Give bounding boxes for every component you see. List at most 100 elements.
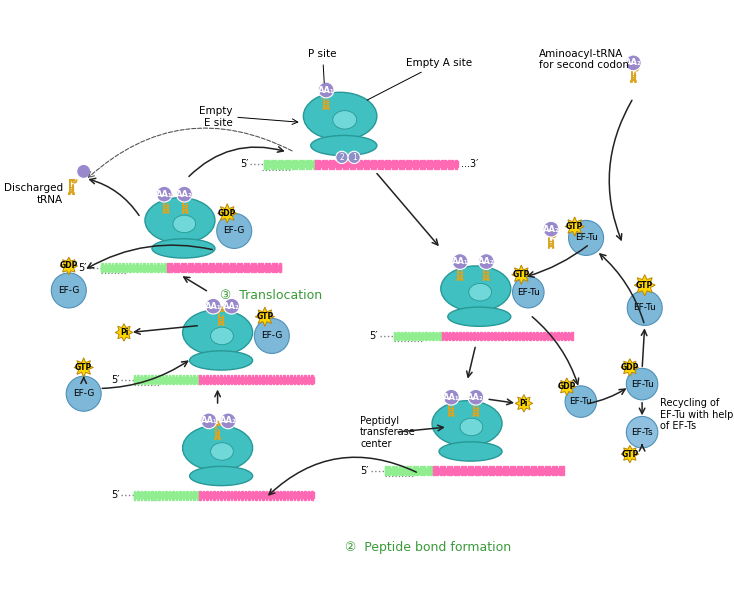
Polygon shape [153, 263, 156, 272]
Polygon shape [247, 263, 249, 272]
Polygon shape [273, 491, 275, 499]
Polygon shape [264, 160, 266, 169]
Circle shape [348, 151, 360, 164]
Text: GTP: GTP [512, 270, 530, 279]
Polygon shape [192, 263, 193, 272]
Polygon shape [311, 375, 313, 384]
Polygon shape [515, 331, 517, 340]
Polygon shape [392, 160, 393, 169]
Polygon shape [448, 331, 451, 340]
Ellipse shape [432, 401, 502, 446]
Polygon shape [339, 160, 341, 169]
Polygon shape [565, 217, 584, 236]
Polygon shape [150, 263, 152, 272]
Polygon shape [302, 160, 305, 169]
Polygon shape [252, 375, 253, 384]
Polygon shape [172, 491, 174, 499]
Polygon shape [237, 263, 239, 272]
Polygon shape [333, 160, 334, 169]
Text: 5′: 5′ [79, 263, 87, 272]
Text: Aminoacyl-tRNA
for second codon: Aminoacyl-tRNA for second codon [539, 49, 629, 71]
Polygon shape [388, 160, 390, 169]
Polygon shape [203, 491, 205, 499]
Polygon shape [224, 491, 225, 499]
Polygon shape [392, 466, 393, 475]
Text: 5′: 5′ [240, 159, 248, 169]
Polygon shape [378, 160, 379, 169]
Polygon shape [137, 263, 138, 272]
Polygon shape [567, 331, 570, 340]
Polygon shape [161, 375, 164, 384]
Text: EF-Tu: EF-Tu [575, 234, 597, 242]
Polygon shape [537, 331, 538, 340]
Polygon shape [283, 491, 285, 499]
Polygon shape [238, 375, 239, 384]
Text: GTP: GTP [256, 312, 274, 321]
Polygon shape [490, 331, 493, 340]
Polygon shape [248, 375, 250, 384]
Polygon shape [213, 491, 215, 499]
Polygon shape [261, 263, 263, 272]
Polygon shape [515, 395, 533, 412]
Polygon shape [434, 160, 435, 169]
Circle shape [565, 386, 597, 418]
Polygon shape [276, 375, 278, 384]
Polygon shape [503, 466, 505, 475]
Circle shape [569, 220, 603, 255]
Polygon shape [413, 466, 415, 475]
Polygon shape [226, 263, 228, 272]
Ellipse shape [145, 197, 215, 243]
Polygon shape [217, 375, 219, 384]
Polygon shape [174, 263, 175, 272]
Polygon shape [508, 331, 510, 340]
Text: AA₂: AA₂ [468, 393, 484, 402]
Polygon shape [406, 160, 407, 169]
Polygon shape [571, 331, 573, 340]
Polygon shape [385, 160, 387, 169]
Polygon shape [522, 331, 524, 340]
Polygon shape [556, 466, 557, 475]
Polygon shape [457, 466, 459, 475]
Ellipse shape [333, 111, 357, 129]
Polygon shape [262, 375, 264, 384]
Polygon shape [292, 160, 294, 169]
Polygon shape [297, 375, 299, 384]
Polygon shape [188, 263, 189, 272]
Polygon shape [248, 491, 250, 499]
Ellipse shape [211, 327, 233, 344]
Polygon shape [430, 466, 432, 475]
Polygon shape [220, 491, 222, 499]
Circle shape [176, 186, 192, 202]
Polygon shape [244, 375, 247, 384]
Polygon shape [206, 491, 208, 499]
Text: Recycling of
EF-Tu with help
of EF-Ts: Recycling of EF-Tu with help of EF-Ts [660, 398, 733, 431]
Polygon shape [454, 466, 456, 475]
Polygon shape [306, 160, 308, 169]
Polygon shape [506, 466, 508, 475]
Polygon shape [498, 331, 499, 340]
Polygon shape [313, 160, 315, 169]
Polygon shape [137, 491, 139, 499]
Text: GDP: GDP [218, 209, 236, 218]
Text: ...3′: ...3′ [461, 159, 479, 169]
Polygon shape [487, 331, 489, 340]
Polygon shape [199, 376, 314, 383]
Polygon shape [169, 375, 170, 384]
Polygon shape [297, 491, 299, 499]
Polygon shape [60, 257, 78, 275]
Polygon shape [133, 263, 134, 272]
Ellipse shape [173, 215, 196, 232]
Polygon shape [455, 160, 457, 169]
Polygon shape [251, 263, 252, 272]
Polygon shape [510, 466, 512, 475]
Polygon shape [244, 491, 247, 499]
Polygon shape [385, 466, 387, 475]
Text: GTP: GTP [75, 363, 92, 372]
Text: Empty A site: Empty A site [367, 58, 472, 100]
Polygon shape [151, 491, 153, 499]
Polygon shape [301, 491, 302, 499]
Polygon shape [240, 263, 242, 272]
Polygon shape [512, 331, 513, 340]
Polygon shape [552, 466, 553, 475]
Polygon shape [269, 263, 270, 272]
